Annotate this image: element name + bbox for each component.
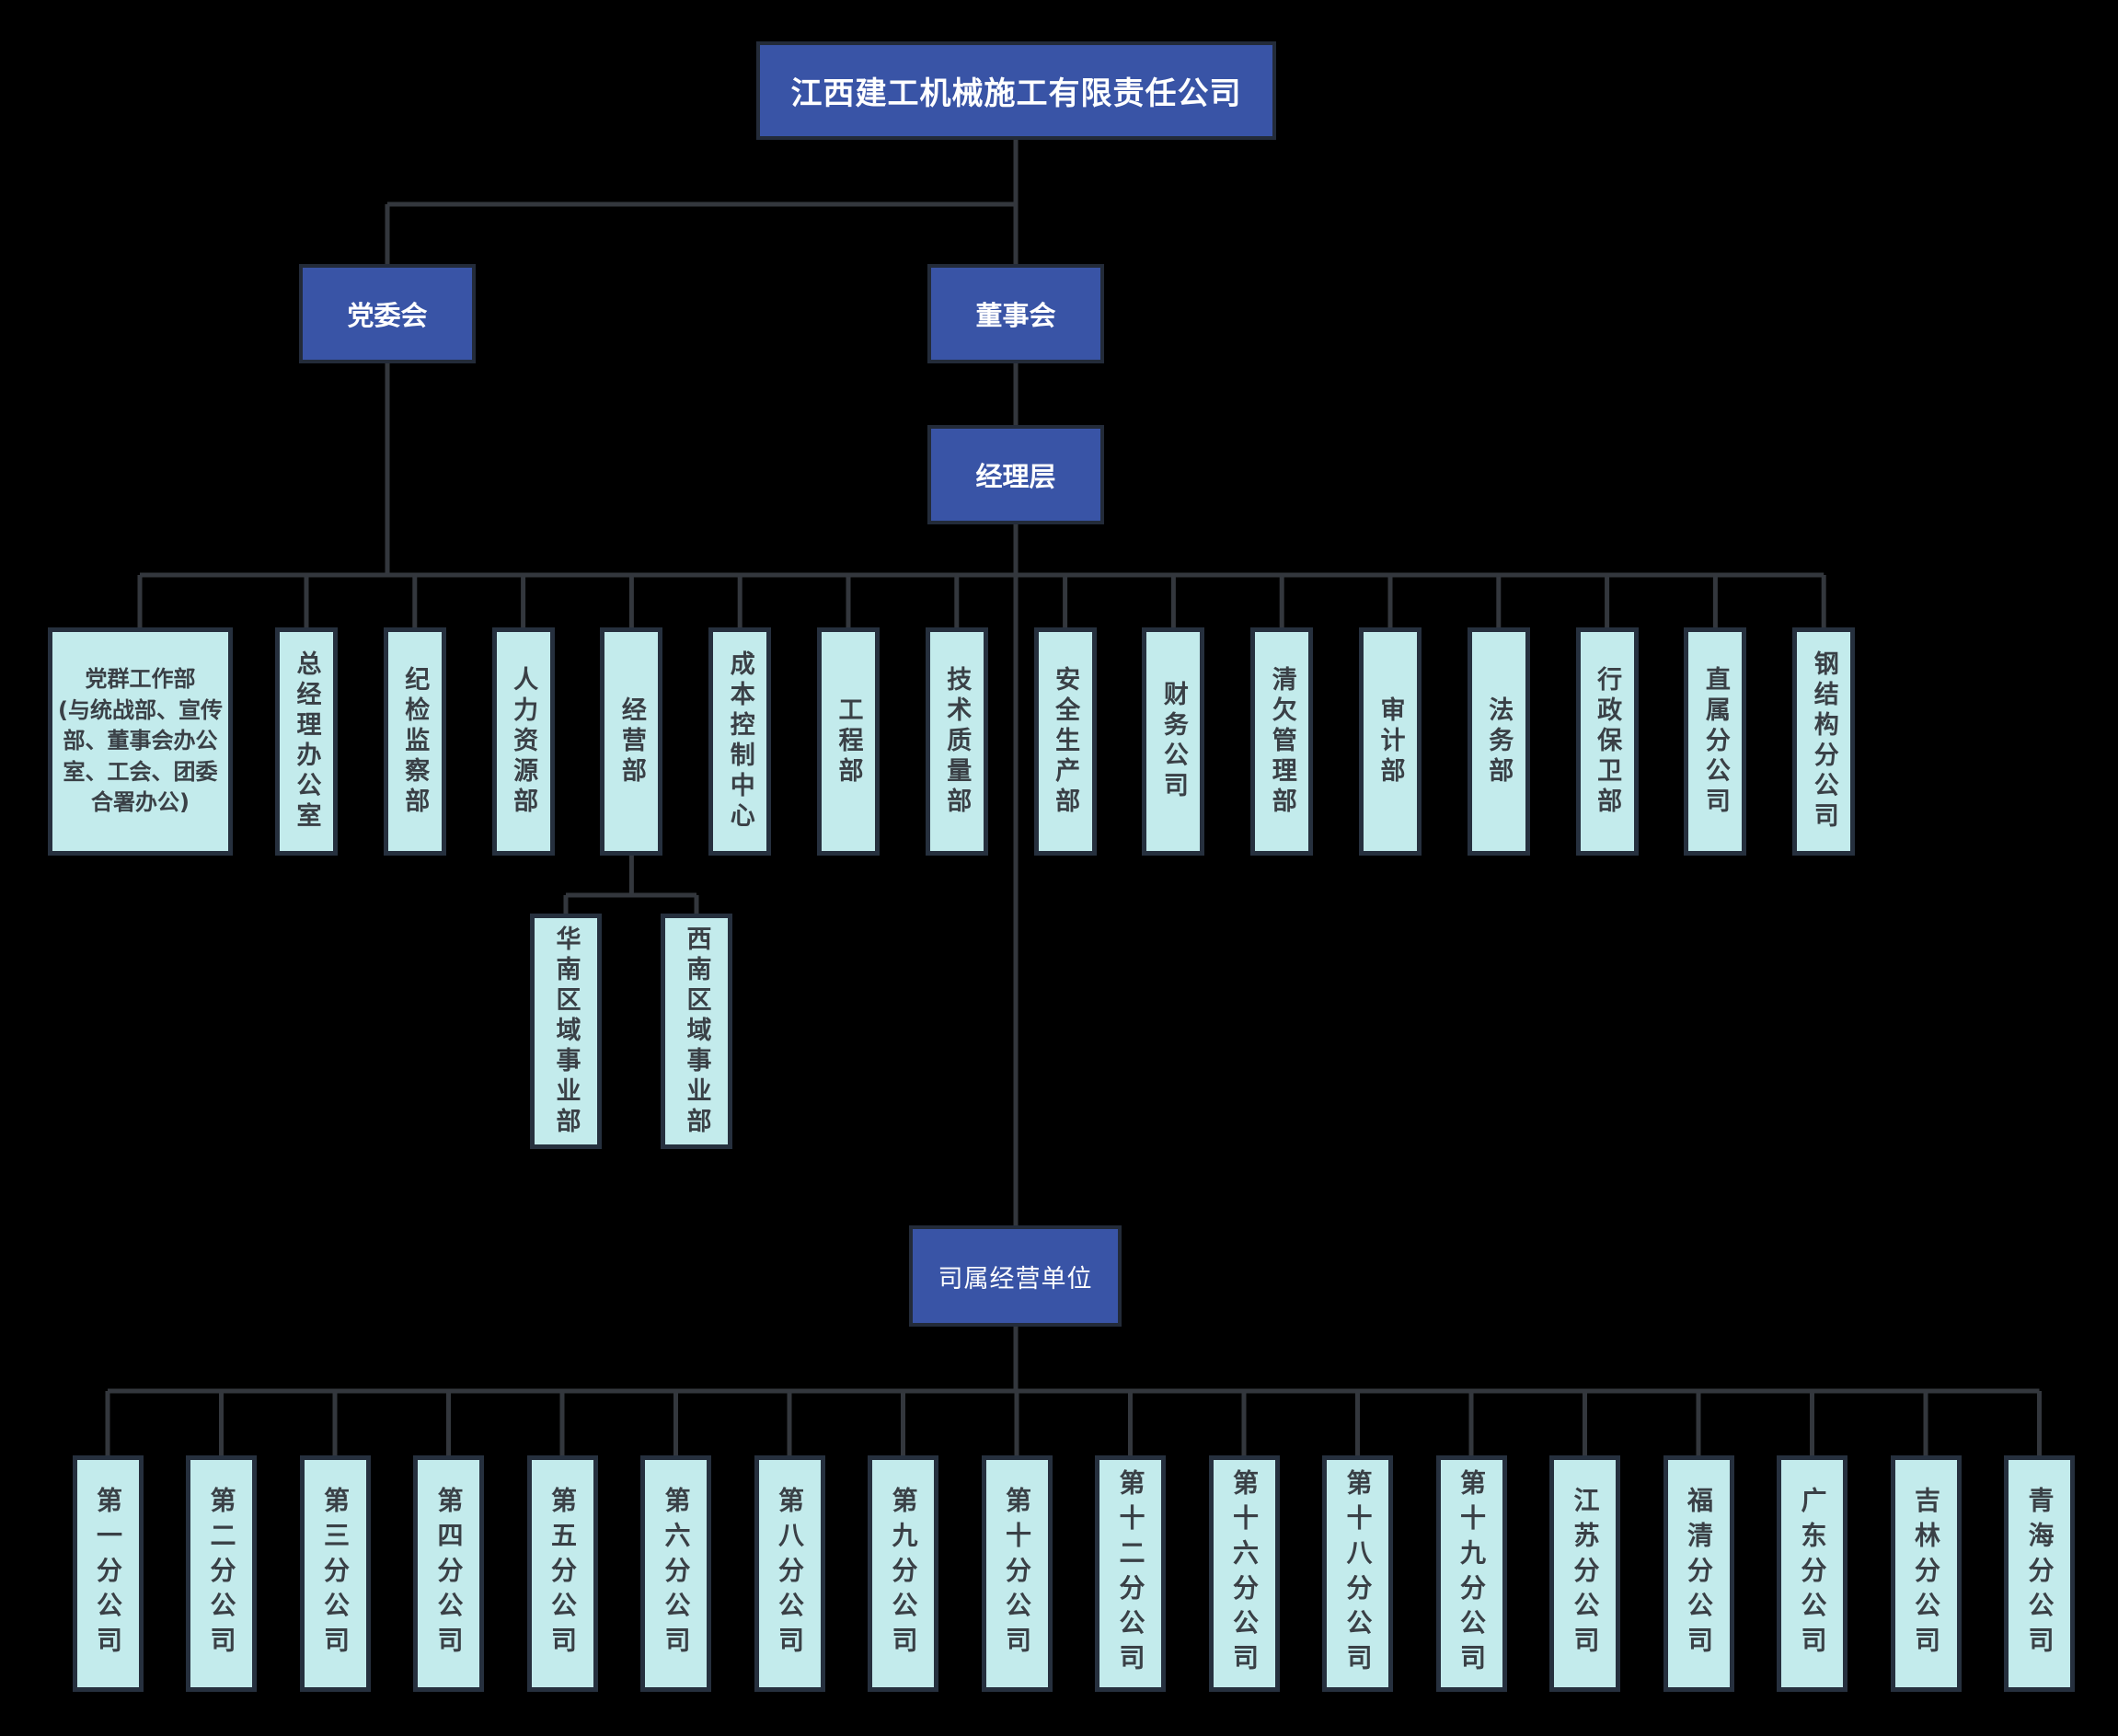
org-node-branch: 青海分公司 — [2004, 1455, 2075, 1692]
org-node-branch: 第六分公司 — [640, 1455, 711, 1692]
org-node-department: 党群工作部 (与统战部、宣传部、董事会办公室、工会、团委合署办公) — [48, 627, 233, 856]
org-node-branch: 第二分公司 — [186, 1455, 257, 1692]
org-node-branch: 福清分公司 — [1663, 1455, 1734, 1692]
org-node-branch: 第十九分公司 — [1435, 1455, 1507, 1692]
org-node-business-unit-group: 司属经营单位 — [909, 1225, 1122, 1327]
org-node-department: 法务部 — [1467, 627, 1530, 856]
org-node-department: 安全生产部 — [1033, 627, 1097, 856]
org-node-branch: 广东分公司 — [1777, 1455, 1847, 1692]
org-node-branch: 第三分公司 — [299, 1455, 371, 1692]
org-node-department: 成本控制中心 — [708, 627, 772, 856]
org-node-department: 经营部 — [600, 627, 663, 856]
org-node-branch: 第十分公司 — [981, 1455, 1053, 1692]
org-node-department: 工程部 — [817, 627, 880, 856]
org-node-management: 经理层 — [927, 425, 1104, 524]
org-node-branch: 第十八分公司 — [1322, 1455, 1393, 1692]
org-node-department: 直属分公司 — [1684, 627, 1747, 856]
org-node-regional-division: 华南区域事业部 — [530, 914, 602, 1149]
org-node-party-committee: 党委会 — [299, 264, 476, 363]
org-node-department: 行政保卫部 — [1575, 627, 1639, 856]
org-node-branch: 江苏分公司 — [1549, 1455, 1620, 1692]
org-node-branch: 第十二分公司 — [1095, 1455, 1166, 1692]
org-node-department: 清欠管理部 — [1250, 627, 1314, 856]
org-node-department: 人力资源部 — [491, 627, 555, 856]
org-node-branch: 第十六分公司 — [1208, 1455, 1280, 1692]
org-node-branch: 第一分公司 — [72, 1455, 144, 1692]
org-node-department: 技术质量部 — [925, 627, 988, 856]
org-node-department: 钢结构分公司 — [1792, 627, 1856, 856]
org-node-board: 董事会 — [927, 264, 1104, 363]
org-node-branch: 第八分公司 — [754, 1455, 825, 1692]
org-node-branch: 第四分公司 — [413, 1455, 484, 1692]
org-node-branch: 吉林分公司 — [1890, 1455, 1962, 1692]
org-node-department: 总经理办公室 — [275, 627, 338, 856]
org-node-branch: 第九分公司 — [868, 1455, 938, 1692]
org-node-regional-division: 西南区域事业部 — [661, 914, 732, 1149]
org-node-department: 审计部 — [1359, 627, 1422, 856]
org-node-department: 财务公司 — [1142, 627, 1205, 856]
org-node-department: 纪检监察部 — [383, 627, 446, 856]
org-node-root: 江西建工机械施工有限责任公司 — [756, 41, 1276, 140]
org-node-branch: 第五分公司 — [526, 1455, 598, 1692]
